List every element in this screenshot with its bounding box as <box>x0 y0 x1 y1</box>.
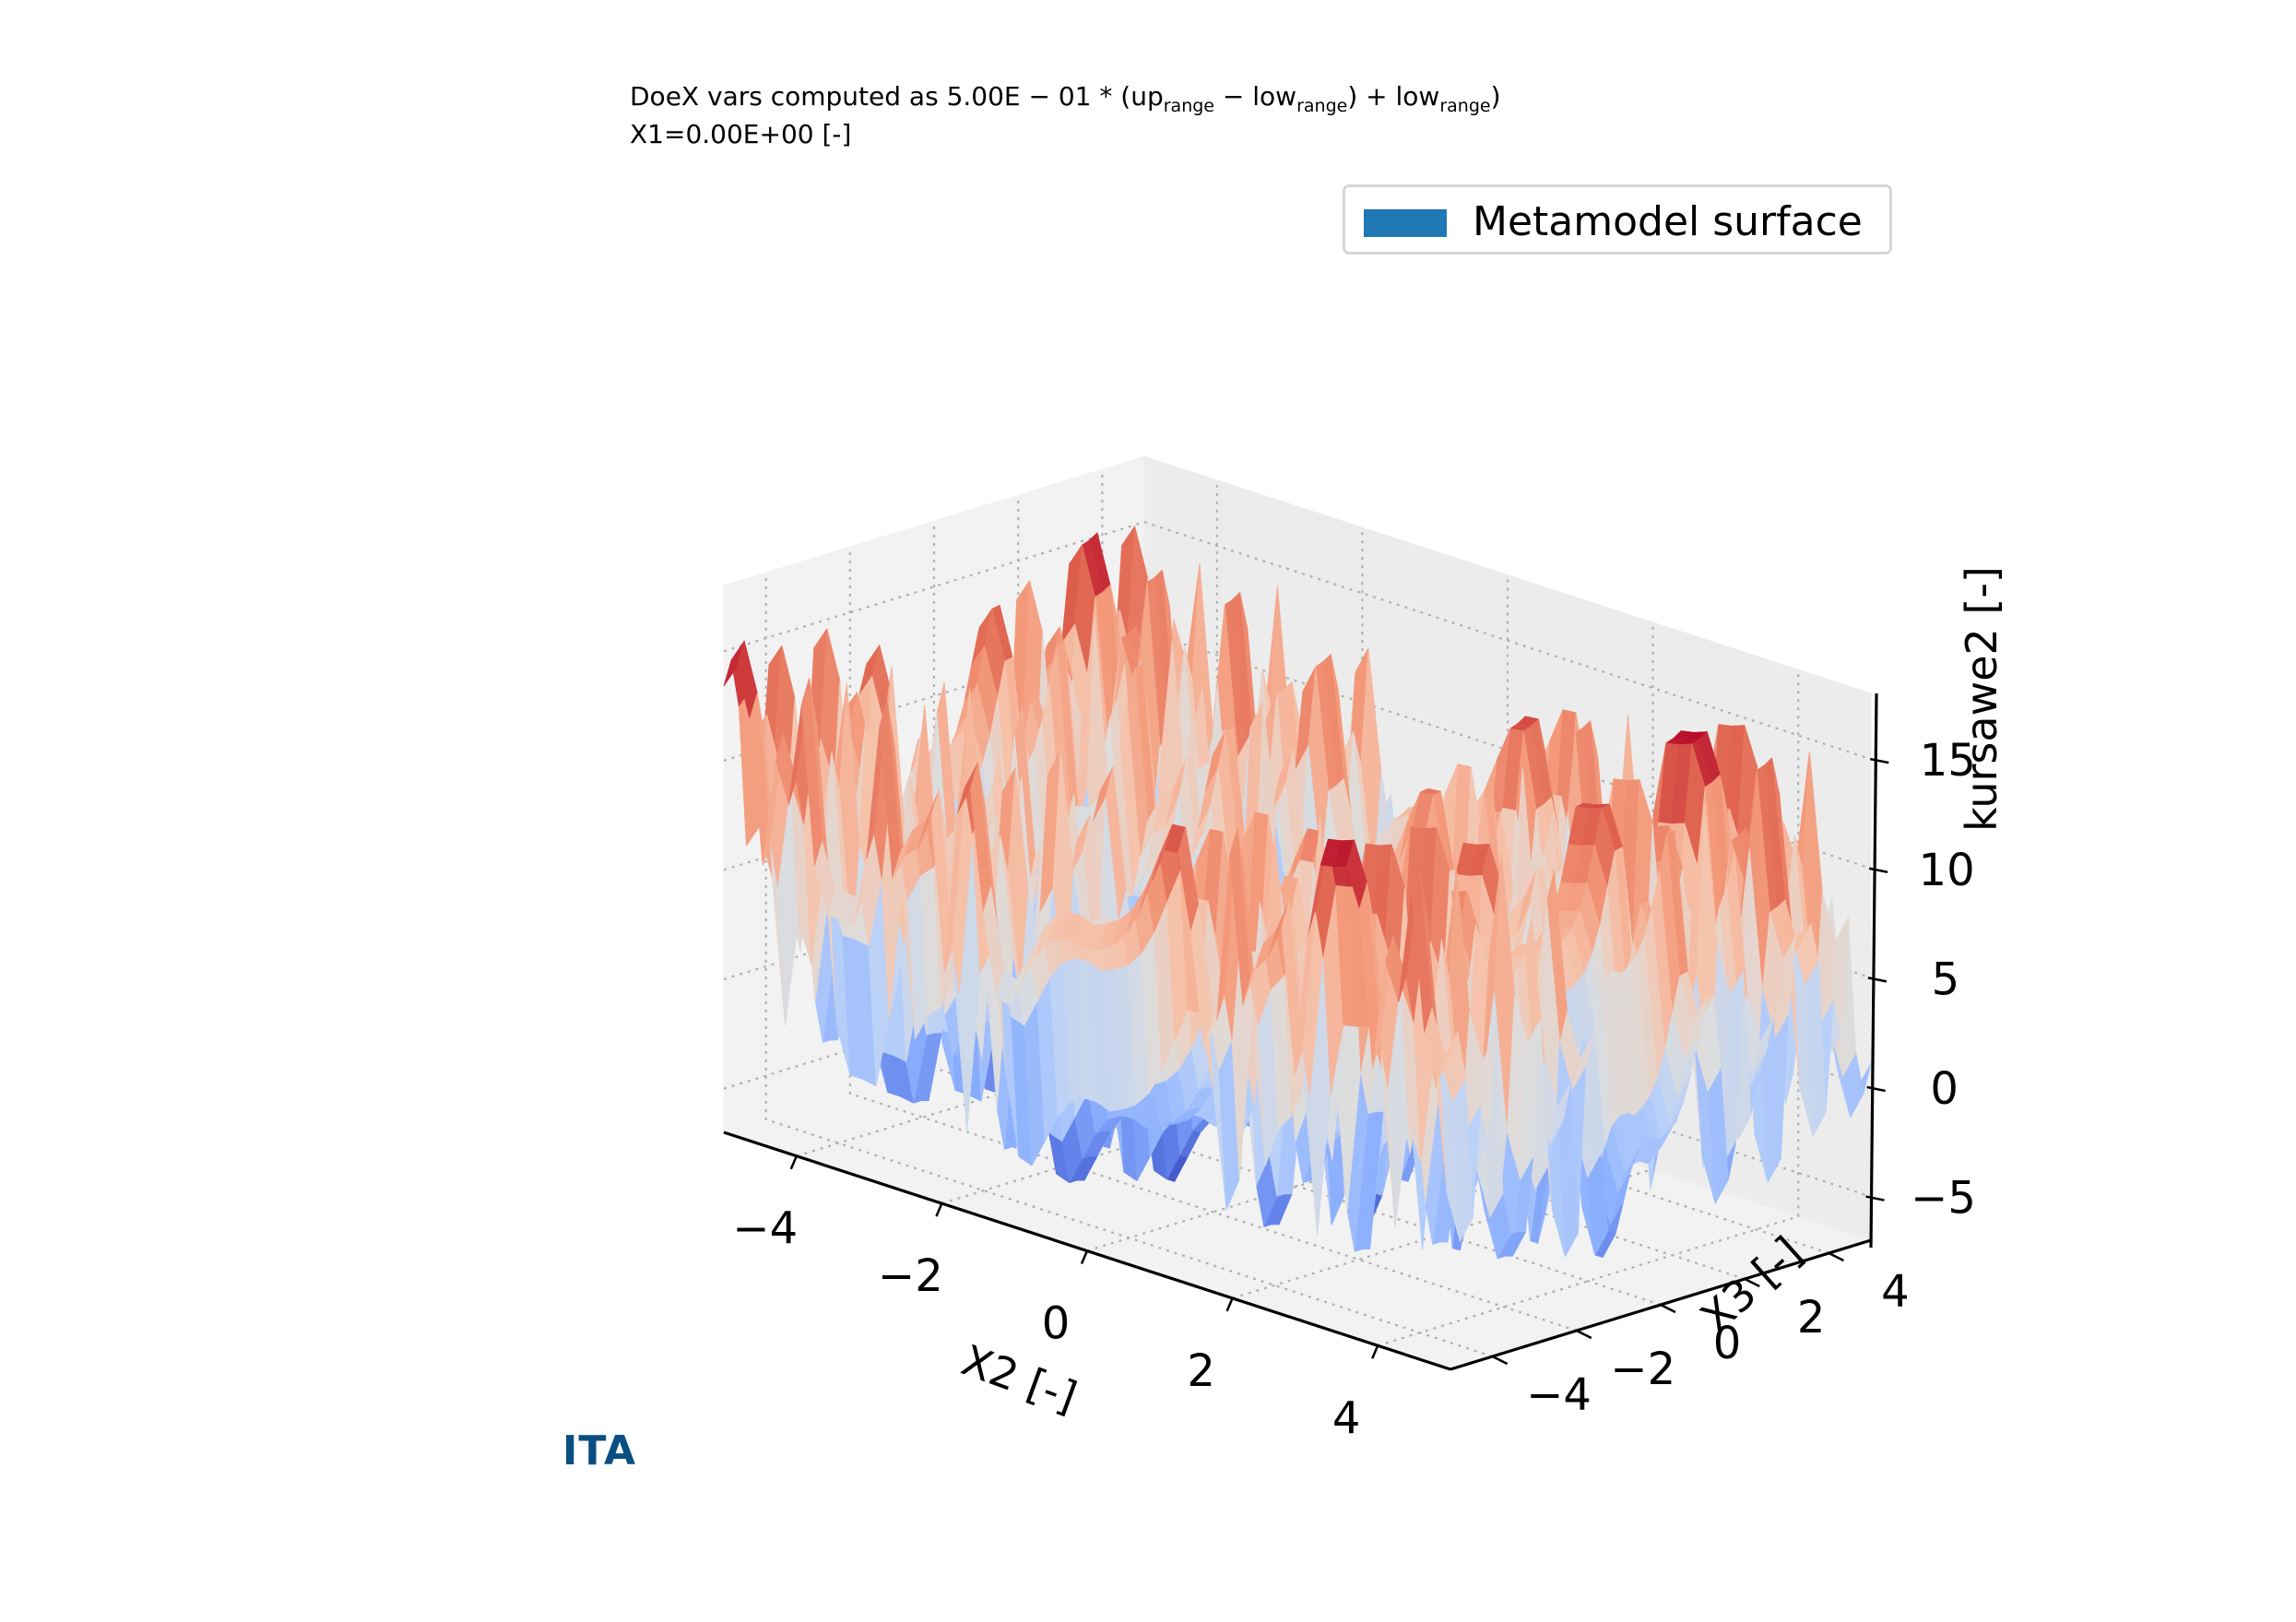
z-tick-label: 0 <box>1930 1063 1959 1115</box>
ita-logo: ITA <box>562 1427 637 1474</box>
grid-line-z <box>723 521 1872 761</box>
z-tick <box>1866 1085 1886 1093</box>
z-tick <box>1870 757 1889 764</box>
legend-label: Metamodel surface <box>1473 198 1863 245</box>
y-tick <box>1828 1251 1844 1262</box>
y-tick-label: 0 <box>1713 1318 1742 1369</box>
metamodel-surface <box>723 526 1872 1260</box>
y-tick-label: 2 <box>1797 1292 1826 1344</box>
z-axis-line <box>1869 693 1878 1249</box>
x-tick-label: −4 <box>732 1203 798 1255</box>
z-tick <box>1867 977 1888 983</box>
y-tick-label: −4 <box>1526 1369 1592 1421</box>
x-tick-label: 2 <box>1187 1345 1215 1397</box>
z-tick-label: 5 <box>1932 953 1960 1005</box>
y-tick <box>1660 1303 1676 1314</box>
x-tick <box>935 1202 943 1217</box>
surface-patch <box>1437 1031 1459 1083</box>
x-tick-label: 4 <box>1332 1392 1361 1444</box>
y-tick-label: 4 <box>1881 1266 1910 1318</box>
header-line-1: DoeX vars computed as 5.00E − 01 * (upra… <box>630 81 1501 116</box>
grid-line-x <box>1377 669 1800 1347</box>
legend: Metamodel surface <box>1343 184 1892 255</box>
y-tick <box>1492 1355 1509 1366</box>
x-tick <box>1080 1250 1089 1264</box>
z-tick-label: 15 <box>1920 735 1976 787</box>
z-tick <box>1865 1195 1885 1202</box>
x-tick <box>1371 1344 1379 1359</box>
legend-swatch <box>1364 209 1447 237</box>
y-tick <box>1744 1277 1760 1288</box>
z-axis-label: kursawe2 [-] <box>1957 566 2006 832</box>
x-tick <box>789 1155 798 1170</box>
y-tick <box>1576 1329 1592 1340</box>
header-line-2: X1=0.00E+00 [-] <box>630 119 852 149</box>
y-tick-label: −2 <box>1610 1344 1675 1395</box>
z-tick-label: 10 <box>1919 845 1975 896</box>
z-tick <box>1868 867 1888 873</box>
x-tick <box>1225 1297 1234 1312</box>
x-tick-label: −2 <box>878 1250 943 1302</box>
z-tick-label: −5 <box>1911 1173 1976 1225</box>
x-tick-label: 0 <box>1042 1298 1071 1350</box>
surface-patch <box>1294 911 1316 1075</box>
